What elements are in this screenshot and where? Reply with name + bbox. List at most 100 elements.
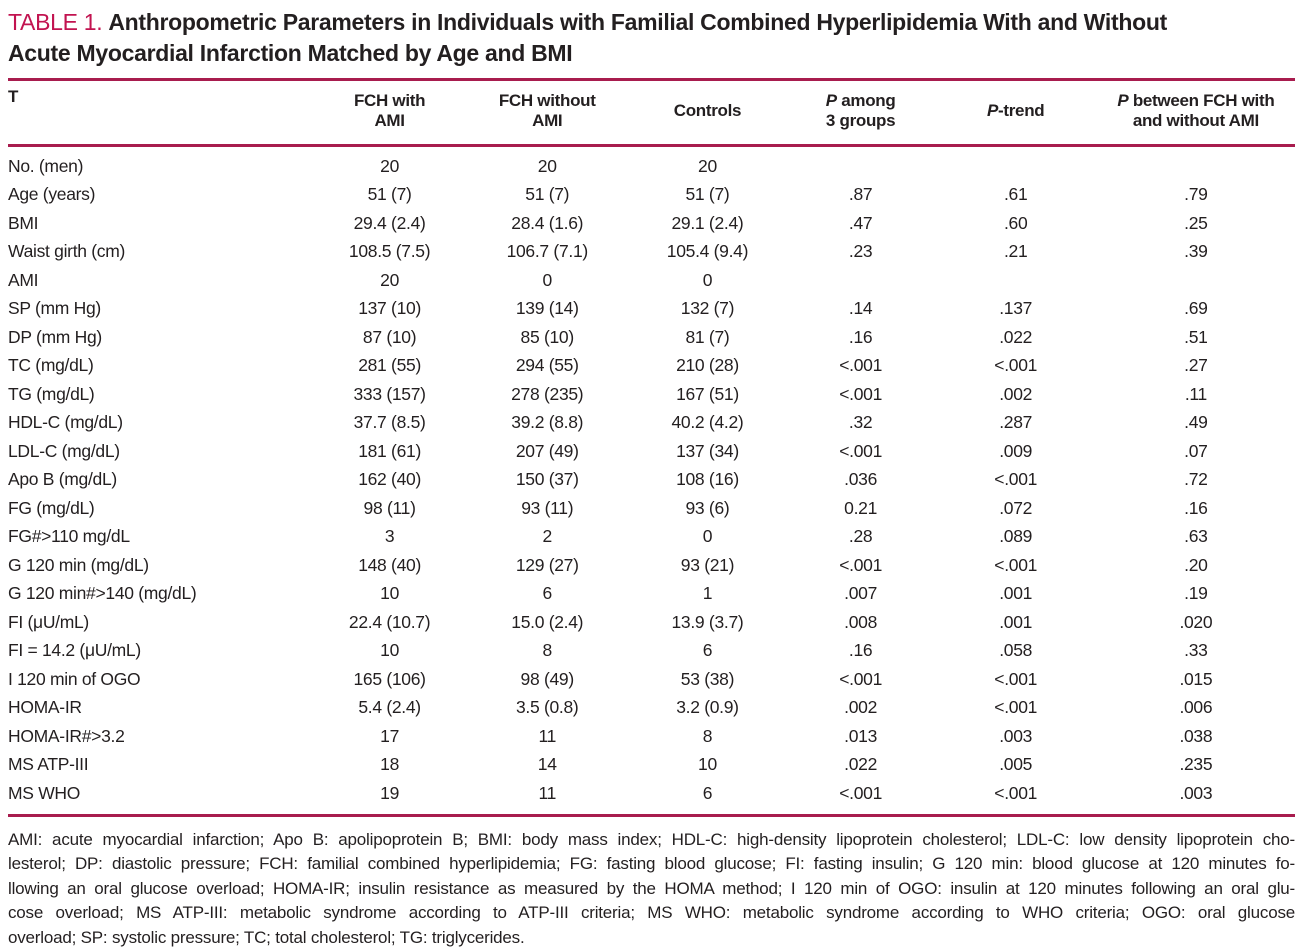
table-cell: 3.5 (0.8) xyxy=(466,694,628,723)
table-cell: 2 xyxy=(466,523,628,552)
table-cell: .27 xyxy=(1097,352,1295,381)
table-cell xyxy=(935,266,1097,295)
table-cell: 8 xyxy=(466,637,628,666)
table-cell: .013 xyxy=(787,722,935,751)
table-title-line1: Anthropometric Parameters in Individuals… xyxy=(108,9,1167,35)
table-cell: 167 (51) xyxy=(628,380,786,409)
table-cell: 105.4 (9.4) xyxy=(628,238,786,267)
table-cell: 53 (38) xyxy=(628,665,786,694)
table-cell: 139 (14) xyxy=(466,295,628,324)
table-cell xyxy=(935,146,1097,181)
table-cell: .28 xyxy=(787,523,935,552)
row-label: HDL-C (mg/dL) xyxy=(8,409,313,438)
row-label: I 120 min of OGO xyxy=(8,665,313,694)
row-label: Apo B (mg/dL) xyxy=(8,466,313,495)
table-cell: 81 (7) xyxy=(628,323,786,352)
table-cell: .11 xyxy=(1097,380,1295,409)
table-cell: <.001 xyxy=(787,551,935,580)
table-cell: 14 xyxy=(466,751,628,780)
table-cell xyxy=(787,266,935,295)
table-cell: .47 xyxy=(787,209,935,238)
row-label: FG (mg/dL) xyxy=(8,494,313,523)
table-cell: 0 xyxy=(628,266,786,295)
table-cell: 10 xyxy=(313,580,466,609)
table-cell: <.001 xyxy=(787,779,935,815)
table-cell: .21 xyxy=(935,238,1097,267)
table-cell: 15.0 (2.4) xyxy=(466,608,628,637)
table-cell: .33 xyxy=(1097,637,1295,666)
table-cell: <.001 xyxy=(935,466,1097,495)
table-row: FI (μU/mL)22.4 (10.7)15.0 (2.4)13.9 (3.7… xyxy=(8,608,1295,637)
table-cell: .005 xyxy=(935,751,1097,780)
table-cell: .006 xyxy=(1097,694,1295,723)
table-cell: 11 xyxy=(466,779,628,815)
table-cell: .235 xyxy=(1097,751,1295,780)
table-cell: 6 xyxy=(628,779,786,815)
row-label: HOMA-IR#>3.2 xyxy=(8,722,313,751)
row-label: DP (mm Hg) xyxy=(8,323,313,352)
column-header: P-trend xyxy=(935,80,1097,146)
table-cell: 137 (10) xyxy=(313,295,466,324)
table-cell: 281 (55) xyxy=(313,352,466,381)
table-cell: 39.2 (8.8) xyxy=(466,409,628,438)
table-cell: 18 xyxy=(313,751,466,780)
table-cell: 51 (7) xyxy=(628,181,786,210)
column-header: Controls xyxy=(628,80,786,146)
table-cell: .79 xyxy=(1097,181,1295,210)
table-cell xyxy=(1097,146,1295,181)
table-cell: 29.4 (2.4) xyxy=(313,209,466,238)
table-cell: 278 (235) xyxy=(466,380,628,409)
row-label: FI = 14.2 (μU/mL) xyxy=(8,637,313,666)
table-cell: .16 xyxy=(1097,494,1295,523)
table-cell: .001 xyxy=(935,580,1097,609)
table-cell: .137 xyxy=(935,295,1097,324)
row-label: AMI xyxy=(8,266,313,295)
table-cell: <.001 xyxy=(935,694,1097,723)
table-row: FG (mg/dL)98 (11)93 (11)93 (6)0.21.072.1… xyxy=(8,494,1295,523)
table-cell: 0.21 xyxy=(787,494,935,523)
table-cell: .16 xyxy=(787,637,935,666)
table-cell: .009 xyxy=(935,437,1097,466)
table-cell: 29.1 (2.4) xyxy=(628,209,786,238)
row-label: TG (mg/dL) xyxy=(8,380,313,409)
row-label: Age (years) xyxy=(8,181,313,210)
table-cell: 132 (7) xyxy=(628,295,786,324)
table-cell: 37.7 (8.5) xyxy=(313,409,466,438)
table-cell: .60 xyxy=(935,209,1097,238)
table-cell: 5.4 (2.4) xyxy=(313,694,466,723)
table-row: Waist girth (cm)108.5 (7.5)106.7 (7.1)10… xyxy=(8,238,1295,267)
table-cell: 51 (7) xyxy=(313,181,466,210)
table-row: Age (years)51 (7)51 (7)51 (7).87.61.79 xyxy=(8,181,1295,210)
table-cell: .287 xyxy=(935,409,1097,438)
table-cell: 11 xyxy=(466,722,628,751)
row-label: SP (mm Hg) xyxy=(8,295,313,324)
table-cell: <.001 xyxy=(787,380,935,409)
table-cell: 3.2 (0.9) xyxy=(628,694,786,723)
table-cell: 20 xyxy=(313,146,466,181)
table-cell: 210 (28) xyxy=(628,352,786,381)
footnote-line: overload; SP: systolic pressure; TC; tot… xyxy=(8,926,1295,950)
table-cell: 6 xyxy=(466,580,628,609)
row-label: MS WHO xyxy=(8,779,313,815)
table-cell: 106.7 (7.1) xyxy=(466,238,628,267)
table-cell: .19 xyxy=(1097,580,1295,609)
row-label: FG#>110 mg/dL xyxy=(8,523,313,552)
table-cell: <.001 xyxy=(935,779,1097,815)
table-cell: 51 (7) xyxy=(466,181,628,210)
table-cell: 20 xyxy=(628,146,786,181)
table-cell: 207 (49) xyxy=(466,437,628,466)
table-cell: 87 (10) xyxy=(313,323,466,352)
table-cell: 1 xyxy=(628,580,786,609)
